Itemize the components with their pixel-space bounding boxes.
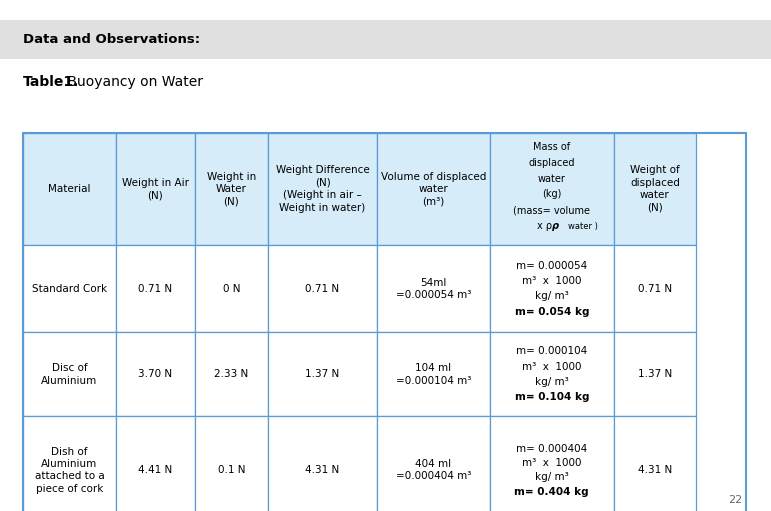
Text: Mass of: Mass of	[534, 142, 571, 152]
Text: 0.71 N: 0.71 N	[638, 284, 672, 294]
Bar	[195, 245, 268, 332]
Text: 0.71 N: 0.71 N	[305, 284, 339, 294]
Bar	[116, 332, 195, 416]
Text: 0.71 N: 0.71 N	[139, 284, 173, 294]
Text: Table1.: Table1.	[23, 75, 79, 89]
Bar	[116, 245, 195, 332]
Text: (kg): (kg)	[542, 190, 561, 199]
Text: Weight Difference
(N)
(Weight in air –
Weight in water): Weight Difference (N) (Weight in air – W…	[276, 166, 369, 213]
Bar	[23, 332, 116, 416]
Text: Standard Cork: Standard Cork	[32, 284, 107, 294]
Bar	[268, 332, 378, 416]
Bar	[614, 245, 695, 332]
Text: Weight in
Water
(N): Weight in Water (N)	[207, 172, 256, 206]
Text: ρ: ρ	[552, 221, 559, 231]
Text: 22: 22	[729, 495, 742, 505]
Bar	[490, 416, 614, 511]
Bar	[378, 332, 490, 416]
Bar	[268, 245, 378, 332]
Bar	[23, 133, 746, 511]
Text: Dish of
Aluminium
attached to a
piece of cork: Dish of Aluminium attached to a piece of…	[35, 447, 104, 494]
Text: Disc of
Aluminium: Disc of Aluminium	[42, 363, 98, 385]
Bar	[116, 133, 195, 245]
Bar	[378, 416, 490, 511]
Bar	[614, 332, 695, 416]
Text: 1.37 N: 1.37 N	[638, 369, 672, 379]
Text: m³  x  1000: m³ x 1000	[522, 276, 581, 286]
Text: Data and Observations:: Data and Observations:	[23, 33, 200, 46]
Text: m³  x  1000: m³ x 1000	[522, 362, 581, 371]
Text: Volume of displaced
water
(m³): Volume of displaced water (m³)	[381, 172, 487, 206]
Text: Weight of
displaced
water
(N): Weight of displaced water (N)	[630, 166, 680, 213]
Bar	[0, 20, 771, 59]
Text: m= 0.104 kg: m= 0.104 kg	[514, 392, 589, 402]
Text: 4.31 N: 4.31 N	[305, 465, 340, 475]
Text: Buoyancy on Water: Buoyancy on Water	[63, 75, 204, 89]
Text: 54ml
=0.000054 m³: 54ml =0.000054 m³	[396, 277, 471, 300]
Text: kg/ m³: kg/ m³	[535, 377, 569, 387]
Text: kg/ m³: kg/ m³	[535, 472, 569, 482]
Text: m= 0.054 kg: m= 0.054 kg	[514, 307, 589, 317]
Text: m= 0.000404: m= 0.000404	[516, 444, 588, 454]
Text: Weight in Air
(N): Weight in Air (N)	[122, 178, 189, 200]
Text: Material: Material	[48, 184, 91, 194]
Bar	[116, 416, 195, 511]
Text: (mass= volume: (mass= volume	[513, 205, 591, 215]
Text: 2.33 N: 2.33 N	[214, 369, 248, 379]
Bar	[490, 332, 614, 416]
Text: 1.37 N: 1.37 N	[305, 369, 340, 379]
Text: m= 0.000054: m= 0.000054	[516, 261, 588, 271]
Text: water: water	[538, 174, 566, 183]
Bar	[614, 133, 695, 245]
Bar	[614, 416, 695, 511]
Text: water ): water )	[568, 222, 598, 230]
Text: m³  x  1000: m³ x 1000	[522, 458, 581, 468]
Text: displaced: displaced	[529, 158, 575, 168]
Text: 404 ml
=0.000404 m³: 404 ml =0.000404 m³	[396, 459, 471, 481]
Bar	[23, 133, 116, 245]
Text: 4.41 N: 4.41 N	[138, 465, 173, 475]
Bar	[378, 245, 490, 332]
Text: 0 N: 0 N	[223, 284, 240, 294]
Bar	[195, 133, 268, 245]
Text: m= 0.404 kg: m= 0.404 kg	[514, 486, 589, 497]
Text: 104 ml
=0.000104 m³: 104 ml =0.000104 m³	[396, 363, 471, 385]
Text: 0.1 N: 0.1 N	[217, 465, 245, 475]
Text: 3.70 N: 3.70 N	[139, 369, 173, 379]
Bar	[23, 416, 116, 511]
Text: 4.31 N: 4.31 N	[638, 465, 672, 475]
Bar	[268, 416, 378, 511]
Bar	[195, 416, 268, 511]
Text: kg/ m³: kg/ m³	[535, 291, 569, 301]
Bar	[268, 133, 378, 245]
Text: x ρ: x ρ	[537, 221, 552, 231]
Bar	[490, 133, 614, 245]
Bar	[195, 332, 268, 416]
Text: m= 0.000104: m= 0.000104	[516, 346, 588, 356]
Bar	[23, 245, 116, 332]
Bar	[490, 245, 614, 332]
Bar	[378, 133, 490, 245]
